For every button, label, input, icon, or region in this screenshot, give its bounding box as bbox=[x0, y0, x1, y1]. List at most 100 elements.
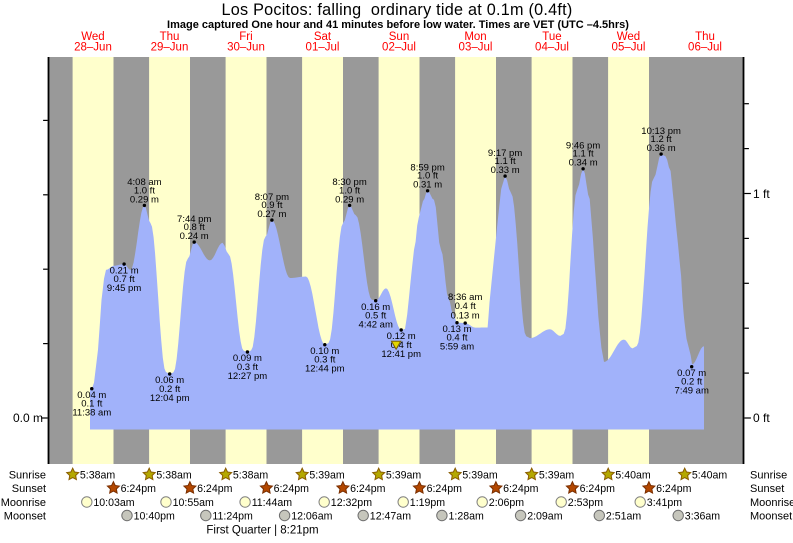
svg-text:02–Jul: 02–Jul bbox=[382, 42, 416, 54]
svg-text:6:24pm: 6:24pm bbox=[197, 483, 233, 495]
svg-text:0.3 ft: 0.3 ft bbox=[237, 362, 258, 373]
svg-text:10:40pm: 10:40pm bbox=[134, 510, 175, 522]
svg-text:5:38am: 5:38am bbox=[156, 469, 192, 481]
svg-text:9:45 pm: 9:45 pm bbox=[107, 283, 141, 294]
svg-text:0.4 ft: 0.4 ft bbox=[446, 333, 467, 344]
svg-text:8:59 pm: 8:59 pm bbox=[410, 163, 444, 174]
svg-text:12:41 pm: 12:41 pm bbox=[381, 349, 421, 360]
svg-text:1.0 ft: 1.0 ft bbox=[134, 185, 155, 196]
svg-text:1:19pm: 1:19pm bbox=[410, 497, 446, 509]
svg-text:5:38am: 5:38am bbox=[80, 469, 116, 481]
svg-text:6:24pm: 6:24pm bbox=[427, 483, 463, 495]
svg-text:0.24 m: 0.24 m bbox=[180, 231, 209, 242]
svg-text:Mon: Mon bbox=[464, 31, 486, 43]
svg-text:05–Jul: 05–Jul bbox=[612, 42, 646, 54]
svg-text:12:06am: 12:06am bbox=[291, 510, 332, 522]
svg-text:28–Jun: 28–Jun bbox=[74, 42, 112, 54]
svg-text:0.34 m: 0.34 m bbox=[569, 158, 598, 169]
svg-text:0.33 m: 0.33 m bbox=[491, 165, 520, 176]
svg-text:2:09am: 2:09am bbox=[527, 510, 563, 522]
svg-text:0.4 ft: 0.4 ft bbox=[391, 340, 412, 351]
svg-text:5:40am: 5:40am bbox=[615, 469, 651, 481]
svg-text:1.1 ft: 1.1 ft bbox=[495, 156, 516, 167]
svg-text:11:24pm: 11:24pm bbox=[212, 510, 253, 522]
svg-text:3:36am: 3:36am bbox=[685, 510, 721, 522]
svg-text:0.13 m: 0.13 m bbox=[451, 310, 480, 321]
svg-text:1.0 ft: 1.0 ft bbox=[417, 171, 438, 182]
svg-text:0.36 m: 0.36 m bbox=[647, 143, 676, 154]
svg-text:10:55am: 10:55am bbox=[173, 497, 214, 509]
svg-text:0.29 m: 0.29 m bbox=[130, 194, 159, 205]
svg-text:0.3 ft: 0.3 ft bbox=[314, 355, 335, 366]
svg-text:Moonrise: Moonrise bbox=[750, 497, 793, 509]
svg-text:5:59 am: 5:59 am bbox=[440, 342, 474, 353]
svg-text:0.12 m: 0.12 m bbox=[387, 331, 416, 342]
svg-text:04–Jul: 04–Jul bbox=[535, 42, 569, 54]
svg-text:12:27 pm: 12:27 pm bbox=[228, 371, 268, 382]
svg-text:0.7 ft: 0.7 ft bbox=[114, 274, 135, 285]
svg-text:03–Jul: 03–Jul bbox=[459, 42, 493, 54]
svg-text:8:36 am: 8:36 am bbox=[448, 292, 482, 303]
svg-text:6:24pm: 6:24pm bbox=[503, 483, 539, 495]
svg-text:0 ft: 0 ft bbox=[753, 411, 770, 425]
svg-text:0.9 ft: 0.9 ft bbox=[261, 200, 282, 211]
svg-text:5:40am: 5:40am bbox=[692, 469, 728, 481]
svg-text:7:44 pm: 7:44 pm bbox=[177, 214, 211, 225]
svg-text:6:24pm: 6:24pm bbox=[580, 483, 616, 495]
svg-text:0.07 m: 0.07 m bbox=[677, 368, 706, 379]
svg-text:0.2 ft: 0.2 ft bbox=[681, 377, 702, 388]
svg-text:9:46 pm: 9:46 pm bbox=[566, 141, 600, 152]
svg-text:4:42 am: 4:42 am bbox=[359, 320, 393, 331]
svg-text:0.16 m: 0.16 m bbox=[361, 302, 390, 313]
svg-text:Sun: Sun bbox=[389, 31, 409, 43]
svg-text:Thu: Thu bbox=[160, 31, 180, 43]
svg-text:Moonset: Moonset bbox=[750, 511, 792, 523]
svg-text:1.0 ft: 1.0 ft bbox=[339, 185, 360, 196]
svg-text:29–Jun: 29–Jun bbox=[151, 42, 189, 54]
svg-text:Sunset: Sunset bbox=[750, 483, 784, 495]
svg-text:Moonrise: Moonrise bbox=[1, 497, 46, 509]
svg-text:0.29 m: 0.29 m bbox=[335, 194, 364, 205]
svg-text:3:41pm: 3:41pm bbox=[647, 497, 683, 509]
svg-text:10:13 pm: 10:13 pm bbox=[641, 126, 681, 137]
svg-text:7:49 am: 7:49 am bbox=[675, 386, 709, 397]
svg-text:0.0 m: 0.0 m bbox=[13, 411, 43, 425]
svg-text:12:44 pm: 12:44 pm bbox=[305, 364, 345, 375]
svg-text:30–Jun: 30–Jun bbox=[227, 42, 265, 54]
svg-text:0.31 m: 0.31 m bbox=[413, 180, 442, 191]
svg-text:5:39am: 5:39am bbox=[309, 469, 345, 481]
svg-text:Moonset: Moonset bbox=[4, 511, 46, 523]
svg-text:0.8 ft: 0.8 ft bbox=[184, 222, 205, 233]
svg-text:0.06 m: 0.06 m bbox=[155, 375, 184, 386]
svg-text:Thu: Thu bbox=[695, 31, 715, 43]
svg-text:Image captured One hour and 41: Image captured One hour and 41 minutes b… bbox=[167, 19, 629, 31]
svg-text:6:24pm: 6:24pm bbox=[121, 483, 157, 495]
svg-text:2:06pm: 2:06pm bbox=[489, 497, 525, 509]
svg-text:5:39am: 5:39am bbox=[386, 469, 422, 481]
svg-text:6:24pm: 6:24pm bbox=[274, 483, 310, 495]
svg-text:0.04 m: 0.04 m bbox=[77, 390, 106, 401]
svg-text:0.09 m: 0.09 m bbox=[233, 353, 262, 364]
svg-text:4:08 am: 4:08 am bbox=[127, 177, 161, 188]
svg-text:5:39am: 5:39am bbox=[462, 469, 498, 481]
svg-text:0.4 ft: 0.4 ft bbox=[455, 301, 476, 312]
svg-text:Sat: Sat bbox=[314, 31, 332, 43]
svg-text:11:44am: 11:44am bbox=[252, 497, 293, 509]
svg-text:Los Pocitos: falling ordinary: Los Pocitos: falling ordinary tide at 0.… bbox=[221, 1, 572, 19]
svg-text:12:47am: 12:47am bbox=[370, 510, 411, 522]
svg-text:Sunrise: Sunrise bbox=[750, 470, 787, 482]
svg-text:0.21 m: 0.21 m bbox=[110, 265, 139, 276]
svg-text:1.1 ft: 1.1 ft bbox=[573, 149, 594, 160]
svg-text:01–Jul: 01–Jul bbox=[306, 42, 340, 54]
svg-text:Wed: Wed bbox=[81, 31, 104, 43]
svg-text:2:51am: 2:51am bbox=[606, 510, 642, 522]
svg-text:1:28am: 1:28am bbox=[449, 510, 485, 522]
svg-text:Tue: Tue bbox=[542, 31, 561, 43]
svg-text:Wed: Wed bbox=[617, 31, 640, 43]
svg-text:First Quarter | 8:21pm: First Quarter | 8:21pm bbox=[206, 525, 318, 537]
svg-text:8:30 pm: 8:30 pm bbox=[332, 177, 366, 188]
svg-text:6:24pm: 6:24pm bbox=[350, 483, 386, 495]
svg-text:0.10 m: 0.10 m bbox=[310, 346, 339, 357]
svg-text:Fri: Fri bbox=[239, 31, 252, 43]
svg-text:06–Jul: 06–Jul bbox=[688, 42, 722, 54]
